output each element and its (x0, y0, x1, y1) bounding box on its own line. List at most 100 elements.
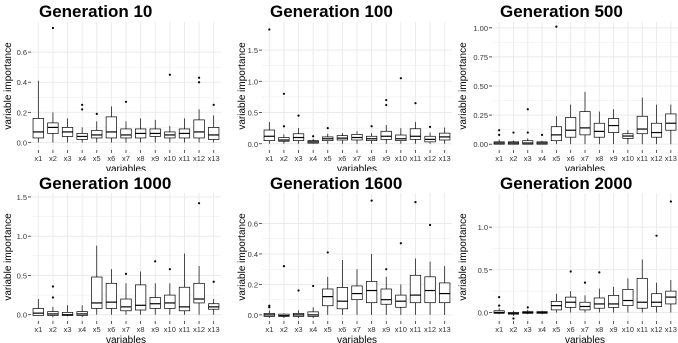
y-tick-label: 0.0 (248, 140, 258, 149)
box-x4 (307, 284, 319, 318)
outlier-point (212, 103, 215, 106)
x-tick-label: x1 (265, 154, 273, 163)
box-x7 (351, 269, 363, 315)
x-tick-label: x6 (567, 325, 575, 334)
iqr-box (424, 276, 436, 304)
x-tick-label: x3 (524, 325, 532, 334)
y-tick-label: 0.0 (17, 311, 27, 320)
box-x2 (278, 92, 290, 144)
box-x12 (193, 76, 205, 143)
outlier-point (168, 73, 171, 76)
box-x2 (507, 310, 519, 320)
box-x5 (550, 25, 562, 145)
panel-title: Generation 100 (270, 2, 393, 21)
box-x11 (409, 102, 422, 144)
outlier-point (312, 135, 315, 138)
box-x13 (439, 127, 451, 144)
box-x3 (292, 114, 305, 144)
box-x7 (579, 91, 591, 145)
outlier-point (598, 271, 601, 274)
outlier-point (399, 242, 402, 245)
outlier-point (512, 131, 515, 134)
outlier-point (498, 133, 501, 136)
box-x10 (164, 73, 176, 143)
iqr-box (409, 274, 422, 304)
outlier-point (95, 112, 98, 115)
x-tick-label: x6 (107, 154, 115, 163)
x-tick-label: x3 (64, 325, 72, 334)
outlier-point (428, 125, 432, 128)
iqr-box (651, 122, 663, 138)
box-x5 (91, 245, 103, 315)
y-tick-label: 1.0 (248, 77, 258, 86)
iqr-box (61, 312, 74, 316)
iqr-box (278, 137, 290, 142)
box-x3 (61, 305, 74, 317)
box-x10 (164, 268, 176, 315)
x-tick-label: x7 (581, 325, 589, 334)
x-tick-label: x11 (179, 325, 191, 334)
y-tick-label: 0.0 (248, 311, 258, 320)
iqr-box (366, 281, 378, 304)
box-x12 (424, 125, 436, 144)
y-tick-label: 0.6 (17, 48, 27, 57)
outlier-point (268, 306, 271, 309)
box-x3 (522, 306, 534, 315)
x-tick-label: x7 (122, 325, 130, 334)
outlier-point (669, 200, 672, 203)
iqr-box (193, 282, 205, 304)
box-x6 (336, 260, 348, 315)
iqr-box (336, 287, 348, 310)
iqr-box (135, 284, 147, 311)
x-tick-label: x4 (309, 325, 317, 334)
iqr-box (322, 288, 334, 307)
outlier-point (540, 133, 544, 136)
x-tick-label: x12 (424, 154, 436, 163)
x-tick-label: x13 (208, 154, 220, 163)
box-x6 (565, 270, 577, 313)
outlier-point (526, 306, 529, 309)
x-tick-label: x12 (193, 154, 205, 163)
y-tick-label: 0.2 (248, 280, 258, 289)
box-x10 (622, 130, 634, 145)
x-tick-label: x11 (636, 325, 648, 334)
outlier-point (268, 28, 271, 31)
x-tick-label: x3 (64, 154, 72, 163)
x-tick-label: x10 (395, 154, 407, 163)
box-x12 (651, 234, 663, 313)
outlier-point (498, 296, 501, 299)
x-tick-label: x9 (382, 154, 390, 163)
outlier-point (526, 108, 529, 111)
box-x5 (322, 251, 334, 315)
box-x10 (395, 242, 407, 315)
x-tick-label: x7 (122, 154, 130, 163)
x-axis-label: variables (565, 164, 605, 171)
y-tick-label: 0.0 (17, 138, 27, 147)
outlier-point (326, 127, 329, 130)
box-x13 (208, 103, 220, 143)
panel-title: Generation 2000 (500, 174, 633, 193)
outlier-point (282, 125, 286, 128)
iqr-box (395, 134, 407, 141)
y-tick-label: 0.25 (473, 111, 488, 120)
box-x13 (665, 200, 677, 313)
outlier-point (197, 202, 201, 205)
box-x1 (493, 296, 505, 315)
x-tick-label: x13 (208, 325, 220, 334)
y-axis-label: variable importance (3, 213, 14, 301)
outlier-point (370, 199, 373, 202)
x-tick-label: x8 (368, 325, 376, 334)
outlier-point (555, 25, 558, 28)
box-x4 (536, 133, 548, 145)
box-x5 (550, 293, 562, 313)
x-tick-label: x13 (439, 325, 451, 334)
box-x8 (135, 118, 147, 143)
x-tick-label: x6 (567, 154, 575, 163)
outlier-point (51, 296, 55, 299)
outlier-point (268, 304, 271, 307)
x-tick-label: x8 (595, 154, 603, 163)
box-x7 (351, 131, 363, 144)
box-x4 (76, 103, 88, 143)
y-tick-label: 1.00 (473, 24, 488, 33)
iqr-box (47, 122, 59, 134)
